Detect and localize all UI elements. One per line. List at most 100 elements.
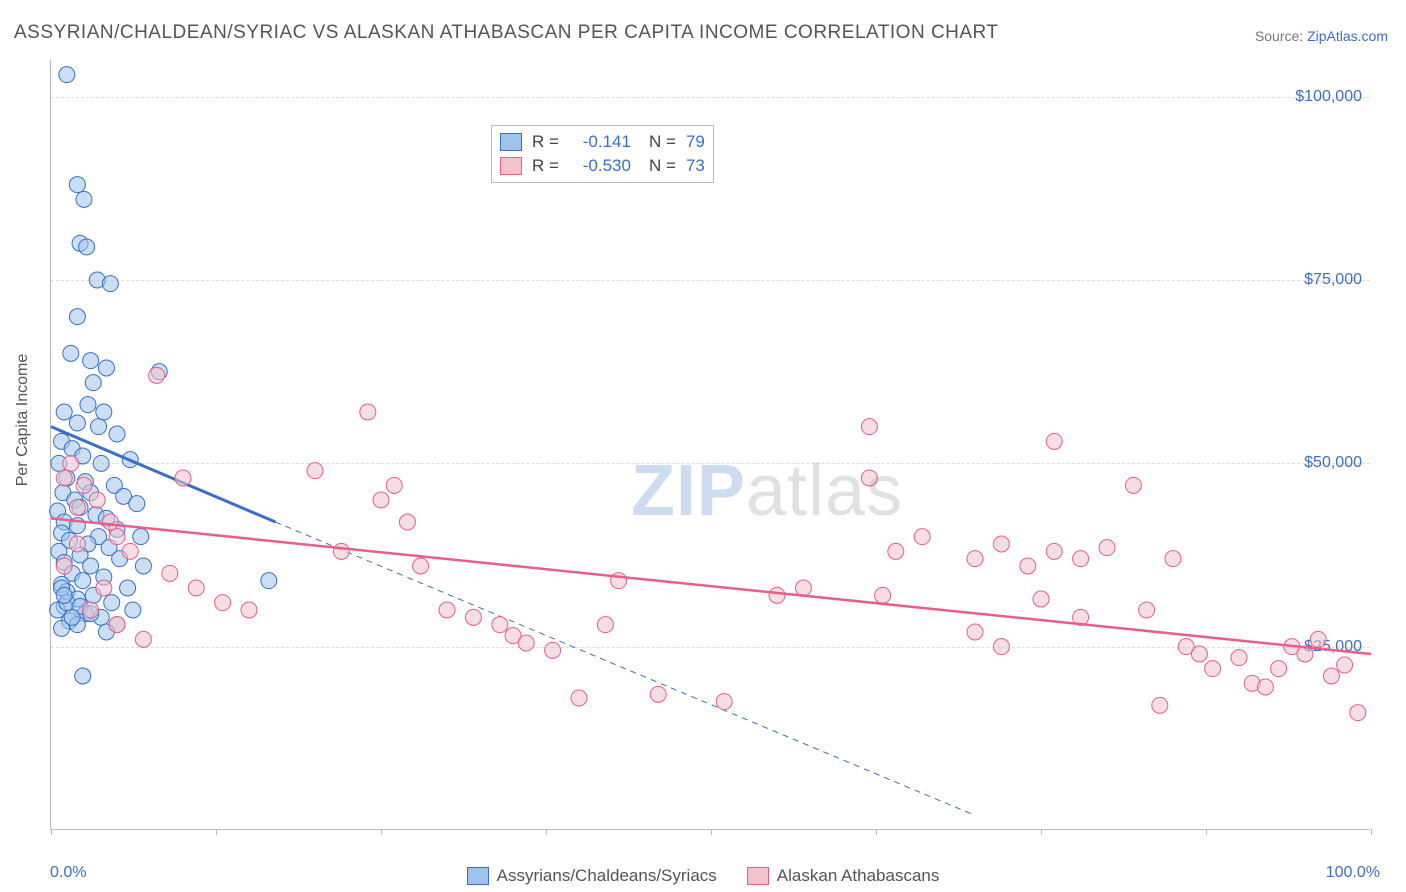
data-point xyxy=(83,353,99,369)
data-point xyxy=(769,587,785,603)
legend-row: R =-0.530N =73 xyxy=(500,154,705,178)
legend-label: Assyrians/Chaldeans/Syriacs xyxy=(497,866,717,886)
data-point xyxy=(76,191,92,207)
data-point xyxy=(104,595,120,611)
data-point xyxy=(69,415,85,431)
legend-swatch xyxy=(500,157,522,175)
data-point xyxy=(79,239,95,255)
data-point xyxy=(1139,602,1155,618)
data-point xyxy=(545,642,561,658)
legend-swatch xyxy=(467,867,489,885)
data-point xyxy=(188,580,204,596)
x-tick xyxy=(1041,829,1042,835)
data-point xyxy=(373,492,389,508)
data-point xyxy=(1310,631,1326,647)
data-point xyxy=(102,276,118,292)
data-point xyxy=(85,375,101,391)
x-tick xyxy=(381,829,382,835)
x-tick xyxy=(711,829,712,835)
plot-area: $25,000$50,000$75,000$100,000 ZIPatlas R… xyxy=(50,60,1370,830)
data-point xyxy=(1099,540,1115,556)
data-point xyxy=(215,595,231,611)
x-tick xyxy=(51,829,52,835)
data-point xyxy=(993,536,1009,552)
data-point xyxy=(96,404,112,420)
source-link[interactable]: ZipAtlas.com xyxy=(1307,28,1388,44)
data-point xyxy=(120,580,136,596)
data-point xyxy=(1205,661,1221,677)
legend-item: Assyrians/Chaldeans/Syriacs xyxy=(467,866,717,886)
data-point xyxy=(716,694,732,710)
source-prefix: Source: xyxy=(1255,28,1307,44)
data-point xyxy=(80,397,96,413)
legend-r-value: -0.141 xyxy=(569,132,631,152)
legend-n-label: N = xyxy=(649,132,676,152)
data-point xyxy=(83,602,99,618)
data-point xyxy=(83,558,99,574)
data-point xyxy=(914,529,930,545)
data-point xyxy=(360,404,376,420)
legend-n-label: N = xyxy=(649,156,676,176)
y-axis-label: Per Capita Income xyxy=(14,354,32,487)
data-point xyxy=(1231,650,1247,666)
data-point xyxy=(1323,668,1339,684)
data-point xyxy=(63,455,79,471)
data-point xyxy=(109,617,125,633)
data-point xyxy=(135,558,151,574)
data-point xyxy=(63,345,79,361)
data-point xyxy=(399,514,415,530)
data-point xyxy=(1271,661,1287,677)
data-point xyxy=(75,573,91,589)
data-point xyxy=(175,470,191,486)
data-point xyxy=(967,624,983,640)
data-point xyxy=(465,609,481,625)
data-point xyxy=(69,309,85,325)
data-point xyxy=(307,463,323,479)
data-point xyxy=(122,543,138,559)
data-point xyxy=(413,558,429,574)
data-point xyxy=(125,602,141,618)
data-point xyxy=(135,631,151,647)
data-point xyxy=(1046,543,1062,559)
data-point xyxy=(1152,697,1168,713)
data-point xyxy=(149,367,165,383)
data-point xyxy=(888,543,904,559)
x-tick xyxy=(216,829,217,835)
data-point xyxy=(1350,705,1366,721)
data-point xyxy=(967,551,983,567)
data-point xyxy=(56,404,72,420)
x-tick xyxy=(876,829,877,835)
data-point xyxy=(241,602,257,618)
legend-row: R = -0.141 N = 79 xyxy=(500,130,705,154)
data-point xyxy=(597,617,613,633)
data-point xyxy=(64,609,80,625)
data-point xyxy=(439,602,455,618)
chart-title: ASSYRIAN/CHALDEAN/SYRIAC VS ALASKAN ATHA… xyxy=(14,22,999,44)
data-point xyxy=(1020,558,1036,574)
chart-container: ASSYRIAN/CHALDEAN/SYRIAC VS ALASKAN ATHA… xyxy=(0,0,1406,892)
data-point xyxy=(1046,433,1062,449)
legend-r-label: R = xyxy=(532,156,559,176)
data-point xyxy=(1033,591,1049,607)
data-point xyxy=(56,470,72,486)
legend-n-value: 79 xyxy=(686,132,705,152)
data-point xyxy=(162,565,178,581)
legend-r-label: R = xyxy=(532,132,559,152)
data-point xyxy=(518,635,534,651)
data-point xyxy=(386,477,402,493)
data-point xyxy=(56,558,72,574)
data-point xyxy=(571,690,587,706)
data-point xyxy=(492,617,508,633)
data-point xyxy=(76,477,92,493)
data-point xyxy=(56,587,72,603)
data-point xyxy=(1073,551,1089,567)
source-attribution: Source: ZipAtlas.com xyxy=(1255,28,1388,44)
trend-line-dashed xyxy=(275,522,975,815)
data-point xyxy=(261,573,277,589)
data-point xyxy=(133,529,149,545)
data-point xyxy=(96,580,112,596)
legend-correlation: R = -0.141 N = 79R =-0.530N =73 xyxy=(491,125,714,183)
data-point xyxy=(89,492,105,508)
data-point xyxy=(875,587,891,603)
data-point xyxy=(861,419,877,435)
